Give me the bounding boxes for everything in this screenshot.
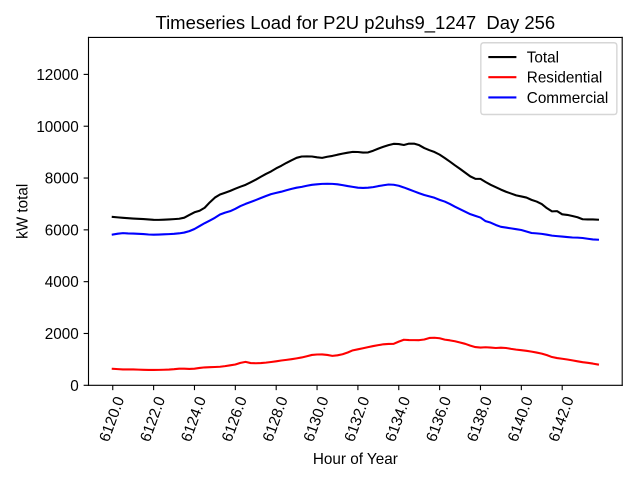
svg-text:12000: 12000 xyxy=(36,67,78,84)
svg-text:0: 0 xyxy=(70,378,79,395)
svg-text:Timeseries Load for P2U p2uhs9: Timeseries Load for P2U p2uhs9_1247 Day … xyxy=(155,12,555,34)
svg-text:Residential: Residential xyxy=(527,70,603,87)
svg-text:10000: 10000 xyxy=(36,119,78,136)
svg-text:4000: 4000 xyxy=(45,274,79,291)
svg-text:Hour of Year: Hour of Year xyxy=(313,451,398,468)
svg-text:kW total: kW total xyxy=(15,184,32,239)
svg-text:Commercial: Commercial xyxy=(527,90,608,107)
svg-text:8000: 8000 xyxy=(45,171,79,188)
svg-text:2000: 2000 xyxy=(45,326,79,343)
svg-text:Total: Total xyxy=(527,49,559,66)
svg-text:6000: 6000 xyxy=(45,222,79,239)
